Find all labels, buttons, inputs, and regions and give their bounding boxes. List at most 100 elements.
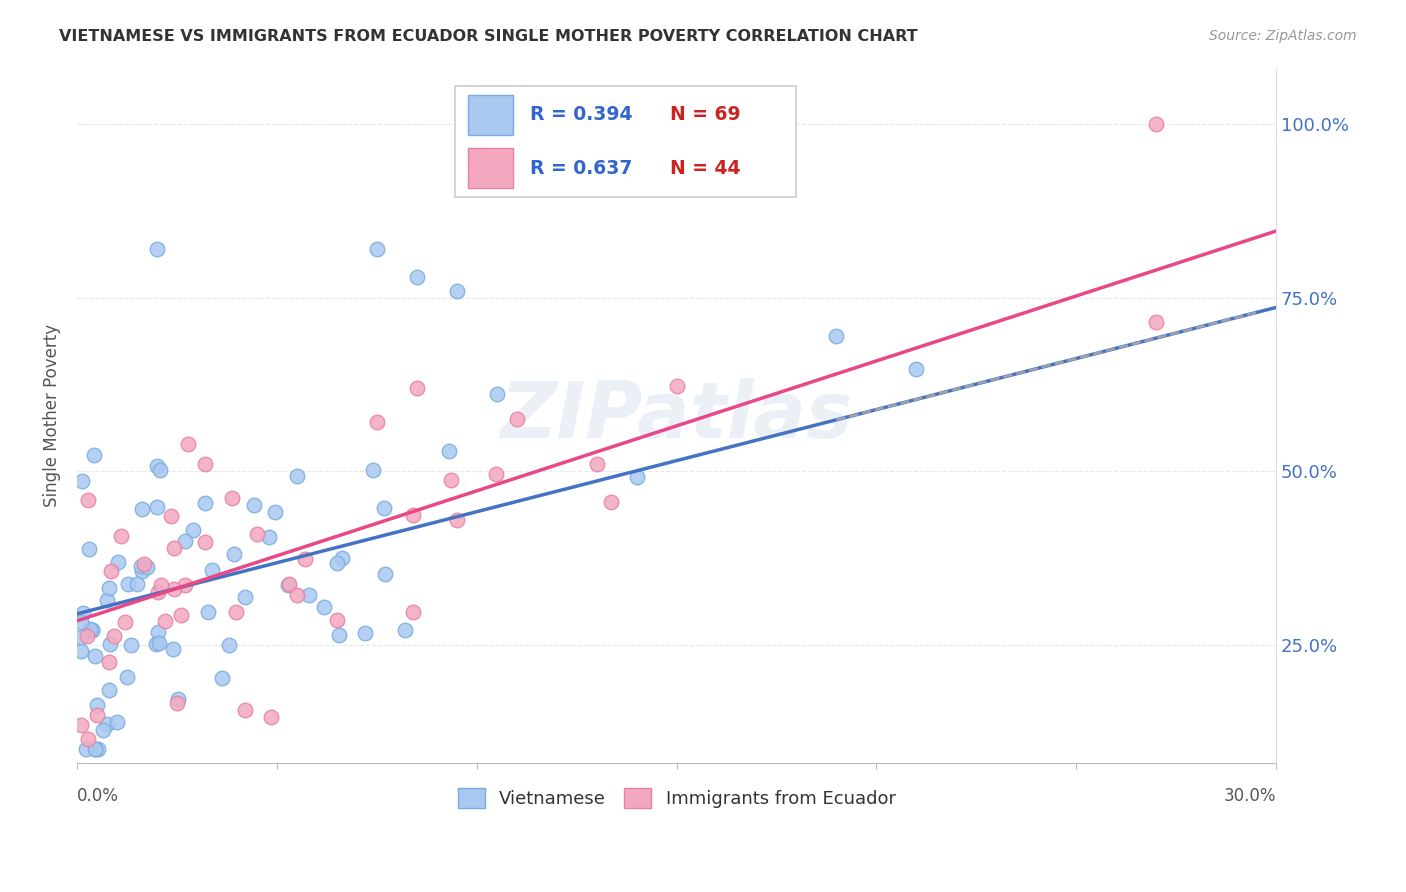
Point [80, 623, 103, 637]
Text: Source: ZipAtlas.com: Source: ZipAtlas.com [1209, 29, 1357, 43]
Point [162, 642, 184, 657]
Point [146, 625, 169, 640]
Point [100, 564, 122, 578]
Point [129, 559, 152, 574]
Point [93, 723, 115, 738]
Point [115, 670, 138, 684]
Point [485, 467, 508, 481]
Point [117, 577, 139, 591]
Point [373, 501, 395, 516]
Text: 0.0%: 0.0% [77, 788, 120, 805]
Point [77, 492, 100, 507]
Point [264, 505, 287, 519]
Point [177, 436, 200, 450]
Point [626, 470, 648, 484]
Point [148, 636, 170, 650]
Point [194, 458, 217, 472]
Point [285, 469, 308, 483]
Point [131, 502, 153, 516]
Point [150, 578, 173, 592]
Point [194, 496, 217, 510]
Point [440, 473, 463, 487]
Point [599, 495, 621, 509]
Point [96, 593, 118, 607]
Text: ZIPatlas: ZIPatlas [501, 378, 852, 454]
Point [1144, 117, 1167, 131]
Point [218, 638, 240, 652]
Point [277, 578, 299, 592]
Point [86, 698, 108, 712]
Point [405, 269, 427, 284]
Point [366, 415, 388, 429]
Point [86, 708, 108, 723]
Point [146, 459, 169, 474]
Point [174, 533, 197, 548]
Point [120, 639, 142, 653]
Point [84, 649, 107, 664]
Point [166, 696, 188, 710]
Point [585, 458, 607, 472]
Point [75, 742, 97, 756]
Point [77, 542, 100, 557]
Point [76, 629, 98, 643]
Point [103, 629, 125, 643]
Point [201, 563, 224, 577]
Point [257, 530, 280, 544]
Point [446, 284, 468, 298]
Point [83, 448, 105, 462]
Point [98, 637, 121, 651]
Point [363, 462, 385, 476]
Point [326, 613, 349, 627]
Point [277, 577, 299, 591]
Point [163, 541, 186, 555]
Point [70, 718, 93, 732]
Point [96, 716, 118, 731]
Point [84, 742, 107, 756]
Point [146, 585, 169, 599]
Point [225, 606, 247, 620]
Point [330, 550, 353, 565]
Point [70, 615, 93, 630]
Y-axis label: Single Mother Poverty: Single Mother Poverty [44, 325, 60, 508]
Point [70, 644, 93, 658]
Point [160, 508, 183, 523]
Point [170, 608, 193, 623]
Point [485, 386, 508, 401]
Point [76, 732, 98, 747]
Point [70, 630, 93, 644]
Point [366, 242, 388, 256]
Point [127, 577, 149, 591]
Point [80, 623, 103, 637]
Point [353, 625, 375, 640]
Point [146, 500, 169, 515]
Point [328, 628, 350, 642]
Point [110, 529, 132, 543]
Point [163, 582, 186, 597]
Point [98, 655, 121, 669]
Point [83, 742, 105, 756]
Legend: Vietnamese, Immigrants from Ecuador: Vietnamese, Immigrants from Ecuador [450, 780, 903, 815]
Point [246, 527, 269, 541]
Point [197, 606, 219, 620]
Point [405, 381, 427, 395]
Point [665, 379, 688, 393]
Point [98, 683, 121, 698]
Point [181, 523, 204, 537]
Point [149, 463, 172, 477]
Point [905, 362, 928, 376]
Point [221, 491, 243, 505]
Point [146, 242, 169, 256]
Point [114, 615, 136, 629]
Point [312, 600, 335, 615]
Point [135, 560, 157, 574]
Point [174, 578, 197, 592]
Point [98, 581, 121, 595]
Point [298, 588, 321, 602]
Point [131, 564, 153, 578]
Point [326, 556, 349, 570]
Point [1144, 315, 1167, 329]
Point [825, 329, 848, 343]
Point [402, 606, 425, 620]
Point [194, 535, 217, 549]
Point [72, 607, 94, 621]
